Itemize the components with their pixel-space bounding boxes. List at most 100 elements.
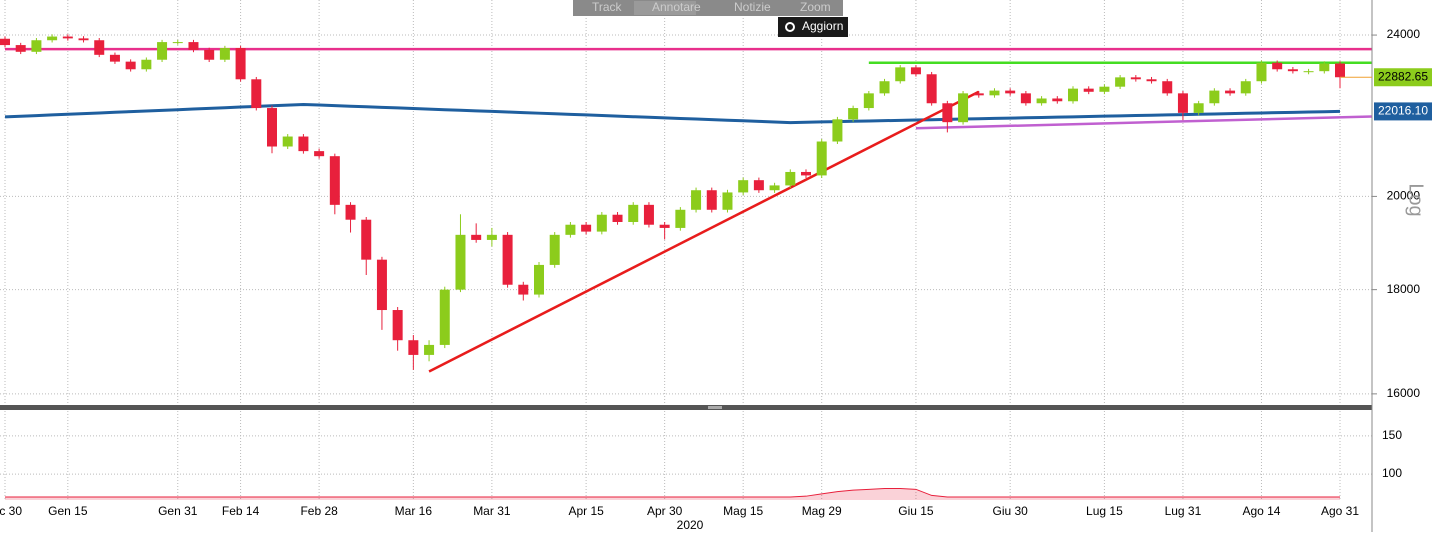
candle-body (1083, 88, 1094, 92)
candle-body (1020, 93, 1031, 104)
candle-body (62, 36, 73, 39)
candle-body (973, 93, 984, 96)
candle-body (1005, 90, 1016, 94)
candle-body (643, 204, 654, 225)
lower-line (5, 488, 1340, 498)
candle-body (989, 90, 1000, 96)
candle-body (314, 151, 325, 157)
candle-body (581, 224, 592, 232)
candle-body (251, 79, 262, 109)
x-tick-label: Gen 31 (158, 504, 198, 518)
y-tick-label: 20000 (1387, 189, 1421, 203)
candle-body (1115, 77, 1126, 87)
axis: 16000 18000 20000 24000 Dic 30 Gen 15 Gen 31 Fe… (0, 27, 1432, 518)
candle-body (78, 38, 89, 41)
candle-body (439, 289, 450, 345)
candle-body (424, 344, 435, 355)
x-tick-label: Mar 16 (395, 504, 433, 518)
plot (0, 34, 1373, 500)
candle-body (298, 136, 309, 152)
candle-body (706, 190, 717, 210)
candle-body (408, 340, 419, 355)
x-tick-label: Feb 14 (222, 504, 260, 518)
candle-body (534, 264, 544, 295)
candle-body (518, 284, 529, 295)
year-label: 2020 (677, 518, 704, 532)
candle-body (94, 40, 105, 55)
candle-body (1052, 98, 1063, 102)
candle-body (879, 81, 890, 94)
x-tick-label: Dic 30 (0, 504, 22, 518)
candle-body (848, 108, 859, 120)
candle-body (1225, 90, 1236, 94)
candle-body (753, 180, 764, 191)
candle-body (47, 36, 58, 41)
candle-body (31, 40, 42, 52)
candle-body (376, 259, 387, 311)
x-tick-label: Apr 30 (647, 504, 683, 518)
candle-body (816, 141, 827, 176)
candle-body (329, 156, 340, 205)
candle-body (1036, 98, 1047, 104)
x-tick-label: Mar 31 (473, 504, 511, 518)
candle-body (722, 192, 733, 210)
toolbar-label[interactable]: Track (592, 0, 623, 14)
toolbar-button[interactable] (634, 1, 696, 15)
toolbar-button[interactable] (574, 1, 636, 15)
y-tick-label: 150 (1382, 428, 1402, 442)
candle-body (1335, 63, 1345, 78)
x-tick-label: Mag 15 (723, 504, 763, 518)
last-price-box (1374, 68, 1432, 87)
candle-body (1240, 81, 1251, 94)
ma-label: 22016.10 (1378, 104, 1428, 118)
last-price-label: 22882.65 (1378, 69, 1428, 83)
candle-body (188, 42, 199, 50)
candle-body (392, 310, 403, 341)
candle-body (471, 234, 482, 240)
x-tick-label: Apr 15 (568, 504, 604, 518)
toolbar-label[interactable]: Zoom (800, 0, 831, 14)
grid (0, 0, 1372, 500)
candle-body (612, 214, 623, 222)
x-tick-label: Mag 29 (802, 504, 842, 518)
candle-body (486, 234, 497, 240)
toolbar-button[interactable] (782, 1, 836, 15)
candle-body (628, 204, 639, 222)
candle-body (1177, 93, 1188, 113)
candle-body (1287, 69, 1298, 72)
ma-box (1374, 102, 1432, 121)
candle-body (1319, 63, 1330, 72)
x-tick-label: Gen 15 (48, 504, 88, 518)
y-tick-label: 16000 (1387, 386, 1421, 400)
candle-body (172, 42, 183, 44)
x-tick-label: Ago 14 (1242, 504, 1280, 518)
toolbar-button[interactable] (716, 1, 778, 15)
candle-body (738, 180, 749, 193)
candle-body (1099, 86, 1110, 92)
panel-handle (708, 406, 722, 409)
refresh-button[interactable] (778, 17, 848, 37)
candle-body (926, 74, 937, 104)
candle-body (157, 42, 168, 60)
toolbar-label[interactable]: Notizie (734, 0, 771, 14)
candle-body (0, 38, 10, 46)
toolbar: Aggiorn Track Annotare Notizie Zoom (573, 0, 848, 37)
candle-body (565, 224, 576, 235)
candle-body (345, 204, 356, 220)
candle-body (204, 49, 215, 60)
candle-body (1146, 79, 1157, 82)
candle-body (958, 93, 969, 123)
candle-body (361, 219, 372, 260)
candle-body (15, 45, 26, 52)
refresh-label[interactable]: Aggiorn (802, 19, 843, 33)
candle-body (596, 214, 607, 232)
toolbar-label[interactable]: Annotare (652, 0, 701, 14)
y-tick-label: 18000 (1387, 282, 1421, 296)
candle-body (675, 209, 686, 228)
x-tick-label: Giu 15 (898, 504, 934, 518)
log-label: Log (1405, 183, 1427, 216)
candle-body (832, 119, 843, 142)
